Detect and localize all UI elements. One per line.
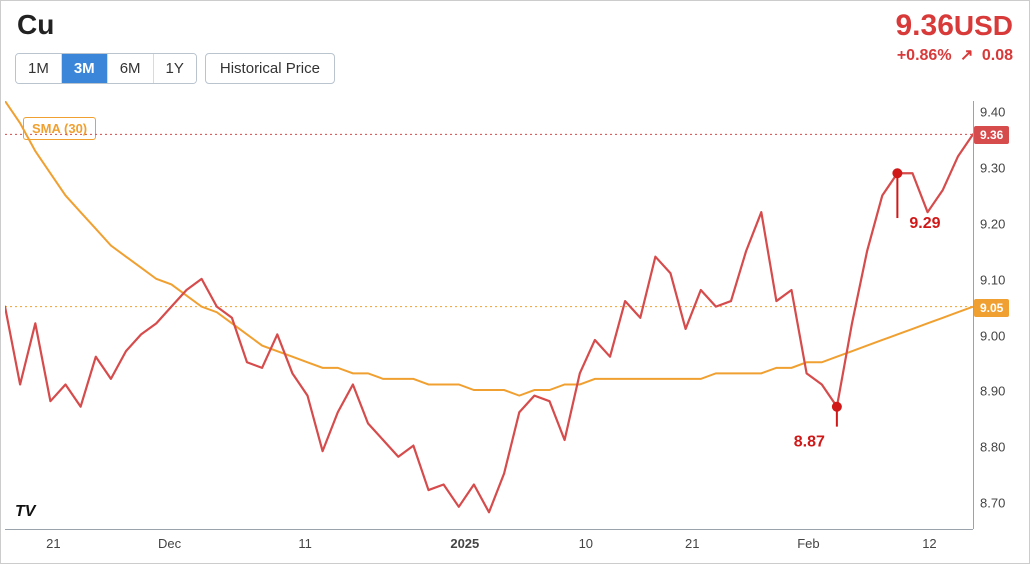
x-axis: 21 Dec 11 2025 10 21 Feb 12 [5,529,973,563]
range-button-1y[interactable]: 1Y [154,54,196,83]
annotation-label: 8.87 [794,434,825,451]
y-axis: 8.70 8.80 8.90 9.00 9.10 9.20 9.30 9.40 9.36 9.05 [973,101,1029,529]
trend-arrow-icon: ↗ [960,47,973,64]
y-tick-label: 9.00 [980,328,1005,343]
x-tick-label: 21 [685,536,699,551]
y-tick-label: 9.10 [980,272,1005,287]
plot-area[interactable]: 9.29 8.87 [5,101,973,529]
range-button-6m[interactable]: 6M [108,54,154,83]
price-currency: USD [954,10,1013,41]
chart-container: Cu 9.36USD +0.86% ↗ 0.08 1M3M6M1Y Histor… [0,0,1030,564]
y-price-badge: 9.36 [974,126,1009,144]
price-line [5,134,973,512]
y-tick-label: 9.30 [980,161,1005,176]
provider-logo: TV [15,503,35,521]
x-tick-label: Feb [797,536,819,551]
current-price: 9.36USD [895,9,1013,43]
sma-line [5,101,973,396]
x-tick-label: 12 [922,536,936,551]
toolbar: 1M3M6M1Y Historical Price [15,53,335,84]
x-tick-label: 10 [579,536,593,551]
y-tick-label: 8.80 [980,440,1005,455]
range-selector: 1M3M6M1Y [15,53,197,84]
x-tick-label: Dec [158,536,181,551]
annotation-label: 9.29 [909,215,940,232]
change-absolute: 0.08 [982,47,1013,64]
y-tick-label: 9.40 [980,105,1005,120]
range-button-3m[interactable]: 3M [62,54,108,83]
y-tick-label: 8.90 [980,384,1005,399]
chart-svg: 9.29 8.87 [5,101,973,529]
ticker-symbol: Cu [17,9,54,41]
price-change: +0.86% ↗ 0.08 [895,45,1013,65]
historical-price-button[interactable]: Historical Price [205,53,335,84]
x-tick-label: 11 [298,536,312,551]
y-price-badge: 9.05 [974,299,1009,317]
x-tick-label: 21 [46,536,60,551]
change-percent: +0.86% [897,47,952,64]
range-button-1m[interactable]: 1M [16,54,62,83]
y-tick-label: 8.70 [980,496,1005,511]
y-tick-label: 9.20 [980,216,1005,231]
x-tick-label: 2025 [450,536,479,551]
price-value: 9.36 [895,9,953,42]
price-block: 9.36USD +0.86% ↗ 0.08 [895,9,1013,65]
